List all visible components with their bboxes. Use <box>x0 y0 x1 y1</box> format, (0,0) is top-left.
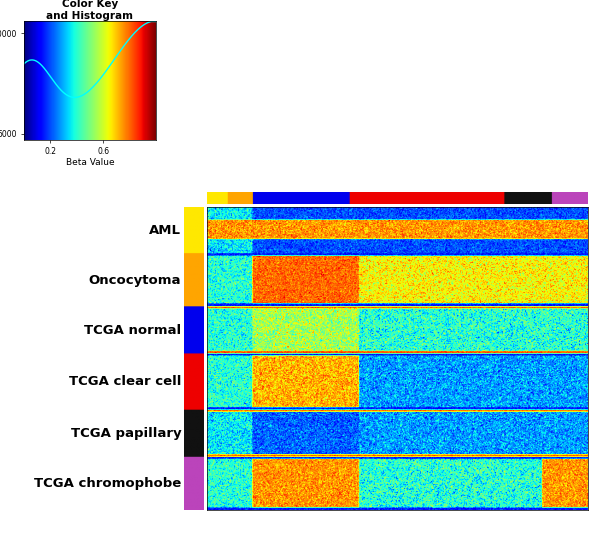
Text: TCGA chromophobe: TCGA chromophobe <box>34 477 181 490</box>
X-axis label: Beta Value: Beta Value <box>65 158 115 166</box>
Title: Color Key
and Histogram: Color Key and Histogram <box>47 0 133 21</box>
Text: TCGA clear cell: TCGA clear cell <box>69 375 181 388</box>
Text: AML: AML <box>149 224 181 237</box>
Text: TCGA papillary: TCGA papillary <box>71 427 181 440</box>
Text: TCGA normal: TCGA normal <box>84 324 181 337</box>
Text: Oncocytoma: Oncocytoma <box>89 274 181 287</box>
